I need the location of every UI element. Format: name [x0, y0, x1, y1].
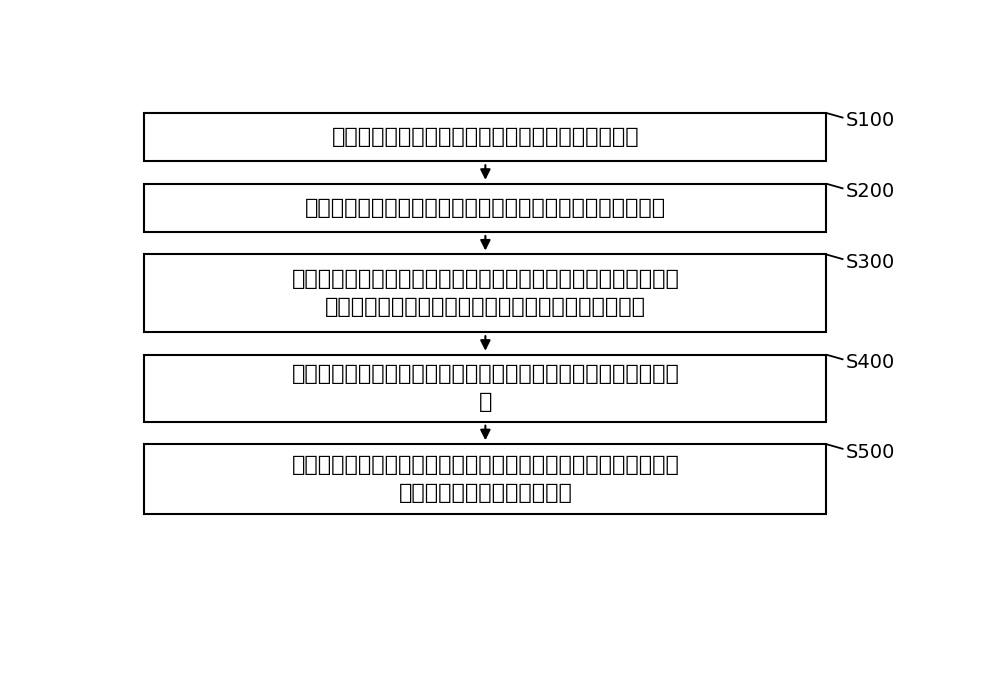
Text: 获取高压断路器型式试验所得数据中的机械特征数据: 获取高压断路器型式试验所得数据中的机械特征数据 — [332, 127, 639, 147]
FancyBboxPatch shape — [144, 444, 826, 514]
Text: S300: S300 — [846, 253, 895, 272]
Text: S200: S200 — [846, 182, 895, 201]
FancyBboxPatch shape — [144, 355, 826, 422]
Text: S500: S500 — [846, 443, 895, 461]
Text: 对所述绝对值数列进行曲线拟合，得到该离散时间点对应的衰退曲
线: 对所述绝对值数列进行曲线拟合，得到该离散时间点对应的衰退曲 线 — [291, 364, 679, 412]
Text: S400: S400 — [846, 353, 895, 372]
Text: 获取各离散时间点对应的标准参考机械特征值以及失效判断值: 获取各离散时间点对应的标准参考机械特征值以及失效判断值 — [305, 198, 666, 218]
Text: 计算一离散时间点对应的各次机械特性试验的机械特征值与标准参
考机械特征值的差值的绝对值，得到对应的绝对值数列: 计算一离散时间点对应的各次机械特性试验的机械特征值与标准参 考机械特征值的差值的… — [291, 269, 679, 317]
FancyBboxPatch shape — [144, 184, 826, 232]
FancyBboxPatch shape — [144, 113, 826, 161]
Text: 根据各离散时间点对应的标准参考机械特征值、失效判断值以及衰
退曲线得到机械特征衰退比例: 根据各离散时间点对应的标准参考机械特征值、失效判断值以及衰 退曲线得到机械特征衰… — [291, 455, 679, 503]
Text: S100: S100 — [846, 111, 895, 130]
FancyBboxPatch shape — [144, 255, 826, 332]
